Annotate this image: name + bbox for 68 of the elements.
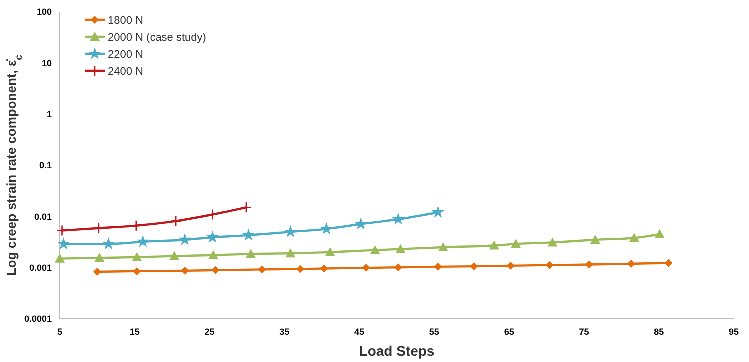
y-tick-label: 0.001 xyxy=(29,262,52,273)
y-tick-label: 1 xyxy=(46,109,52,120)
x-tick-label: 15 xyxy=(130,327,140,337)
x-tick-label: 35 xyxy=(280,327,290,337)
legend-label: 2400 N xyxy=(108,66,144,78)
legend-label: 2000 N (case study) xyxy=(108,32,206,44)
y-tick-label: 10 xyxy=(42,58,52,68)
point xyxy=(392,212,405,225)
point xyxy=(664,259,673,268)
point xyxy=(170,251,180,260)
point xyxy=(590,234,600,244)
x-tick-label: 95 xyxy=(728,327,740,337)
x-tick-label: 55 xyxy=(429,327,440,337)
point xyxy=(207,209,218,220)
point xyxy=(170,216,182,227)
point xyxy=(286,248,296,258)
point xyxy=(240,202,252,214)
point xyxy=(94,253,105,262)
x-tick-label: 65 xyxy=(504,327,514,337)
x-axis-title: Load Steps xyxy=(359,343,435,359)
legend-label: 1800 N xyxy=(108,14,144,27)
x-tick-label: 5 xyxy=(57,327,63,337)
point xyxy=(133,267,142,276)
point xyxy=(394,264,402,272)
point xyxy=(370,245,380,254)
point xyxy=(654,229,665,238)
point xyxy=(258,266,266,274)
point xyxy=(208,250,219,260)
point xyxy=(585,260,594,269)
point xyxy=(57,238,70,250)
point xyxy=(178,233,192,246)
point xyxy=(362,264,370,272)
point xyxy=(396,244,406,254)
point xyxy=(136,235,150,248)
x-tick-label: 25 xyxy=(204,327,215,337)
point xyxy=(511,239,522,248)
point xyxy=(629,233,640,242)
point xyxy=(546,261,554,270)
point xyxy=(181,266,190,275)
point xyxy=(506,262,515,270)
legend-label: 2200 N xyxy=(108,48,144,61)
point xyxy=(284,225,298,238)
point xyxy=(432,206,445,218)
y-tick-label: 0.0001 xyxy=(24,314,52,324)
point xyxy=(320,222,333,235)
y-tick-label: 100 xyxy=(36,7,52,18)
point xyxy=(212,266,220,274)
x-tick-label: 75 xyxy=(579,327,590,337)
point xyxy=(470,262,478,271)
point xyxy=(438,242,448,252)
point xyxy=(206,230,220,243)
point xyxy=(434,262,442,271)
point xyxy=(246,249,256,258)
point xyxy=(354,218,368,230)
x-tick-label: 85 xyxy=(654,327,664,337)
y-tick-label: 0.1 xyxy=(39,160,52,171)
point xyxy=(489,240,500,250)
point xyxy=(548,238,558,247)
point xyxy=(132,252,142,262)
point xyxy=(320,264,328,273)
x-tick-label: 45 xyxy=(354,327,365,337)
point xyxy=(296,265,304,274)
point xyxy=(102,238,116,250)
point xyxy=(242,228,256,241)
y-tick-label: 0.01 xyxy=(34,212,52,222)
point xyxy=(93,268,102,276)
point xyxy=(325,247,336,256)
point xyxy=(55,254,65,263)
